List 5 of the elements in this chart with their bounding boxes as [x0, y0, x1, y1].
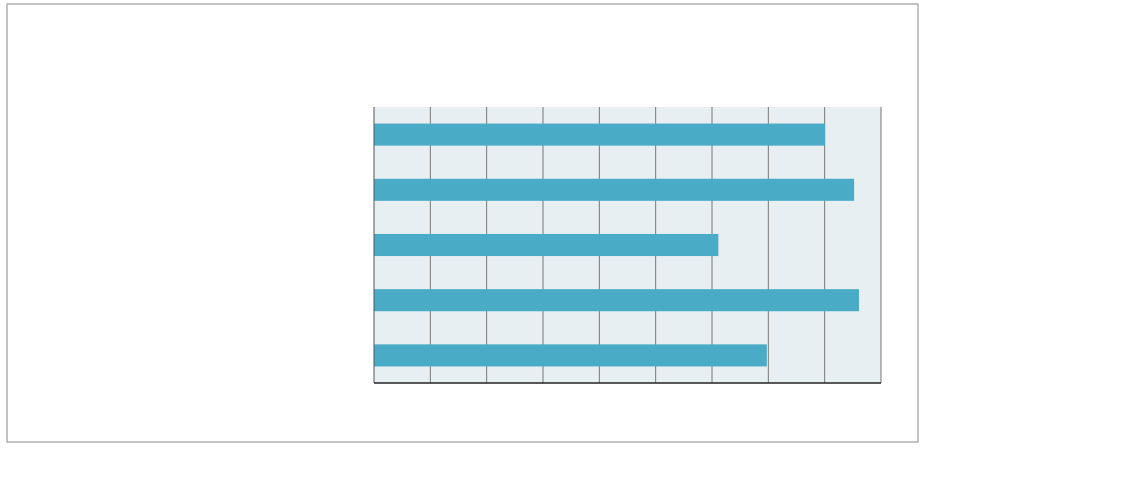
bar: [374, 178, 855, 201]
bar: [374, 344, 767, 367]
bar: [374, 233, 719, 257]
bar: [374, 123, 826, 146]
bar: [374, 289, 859, 312]
